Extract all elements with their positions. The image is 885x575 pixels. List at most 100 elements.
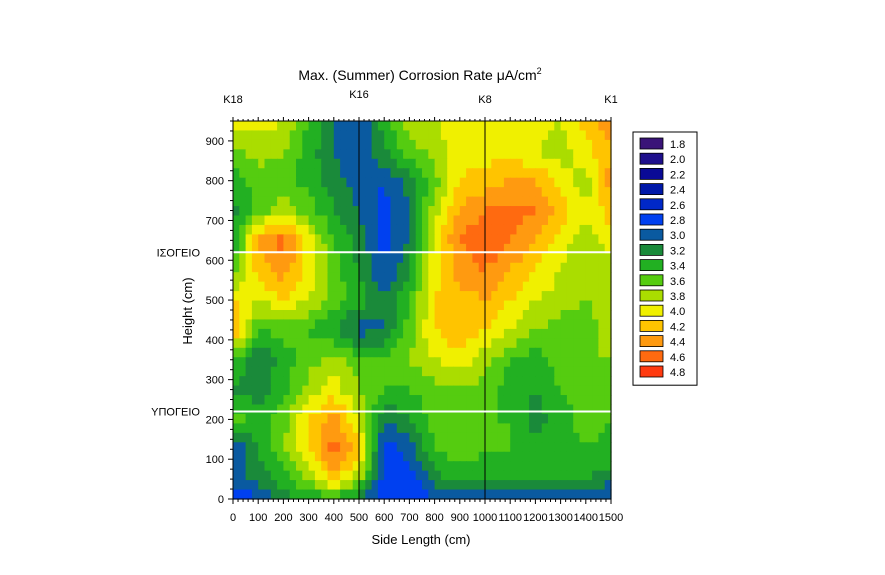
heatmap-cell	[434, 376, 442, 387]
heatmap-cell	[233, 196, 240, 207]
heatmap-cell	[598, 291, 606, 302]
heatmap-cell	[560, 253, 568, 264]
heatmap-cell	[453, 357, 461, 368]
heatmap-cell	[302, 121, 310, 132]
heatmap-cell	[289, 215, 297, 226]
y-tick-label: 400	[206, 335, 224, 347]
heatmap-cell	[396, 395, 404, 406]
heatmap-cell	[503, 291, 511, 302]
heatmap-cell	[579, 461, 587, 472]
heatmap-cell	[264, 130, 272, 141]
heatmap-cell	[270, 395, 278, 406]
heatmap-cell	[535, 385, 543, 396]
heatmap-cell	[440, 461, 448, 472]
heatmap-cell	[308, 442, 316, 453]
heatmap-cell	[365, 423, 373, 434]
heatmap-cell	[251, 224, 259, 235]
heatmap-cell	[403, 413, 410, 424]
heatmap-cell	[585, 206, 593, 217]
heatmap-cell	[384, 224, 392, 235]
heatmap-cell	[327, 130, 335, 141]
heatmap-cell	[409, 149, 417, 160]
heatmap-cell	[535, 215, 543, 226]
heatmap-cell	[422, 196, 429, 207]
heatmap-cell	[403, 224, 410, 235]
heatmap-cell	[377, 376, 385, 387]
heatmap-cell	[302, 215, 310, 226]
heatmap-cell	[573, 451, 581, 462]
heatmap-cell	[390, 187, 398, 198]
heatmap-cell	[478, 281, 486, 292]
heatmap-cell	[478, 385, 486, 396]
heatmap-cell	[503, 461, 511, 472]
heatmap-cell	[258, 357, 266, 368]
heatmap-cell	[529, 376, 536, 387]
heatmap-cell	[314, 300, 322, 311]
heatmap-cell	[352, 404, 360, 415]
heatmap-cell	[585, 451, 593, 462]
heatmap-cell	[453, 347, 461, 358]
heatmap-cell	[434, 177, 442, 188]
heatmap-cell	[459, 168, 467, 179]
heatmap-cell	[245, 187, 253, 198]
heatmap-cell	[314, 168, 322, 179]
heatmap-cell	[497, 480, 505, 491]
heatmap-cell	[283, 489, 291, 500]
heatmap-cell	[478, 489, 486, 500]
heatmap-cell	[327, 121, 335, 132]
heatmap-cell	[371, 489, 379, 500]
heatmap-cell	[390, 281, 398, 292]
heatmap-cell	[333, 366, 341, 377]
heatmap-cell	[466, 404, 473, 415]
x-tick-label: 0	[230, 512, 236, 524]
heatmap-cell	[233, 177, 240, 188]
heatmap-cell	[289, 442, 297, 453]
heatmap-cell	[371, 480, 379, 491]
heatmap-cell	[264, 206, 272, 217]
heatmap-cell	[566, 319, 574, 330]
heatmap-cell	[466, 243, 473, 254]
heatmap-cell	[396, 149, 404, 160]
heatmap-cell	[327, 376, 335, 387]
heatmap-cell	[277, 168, 284, 179]
heatmap-cell	[308, 215, 316, 226]
heatmap-cell	[239, 489, 247, 500]
heatmap-cell	[548, 168, 555, 179]
heatmap-cell	[440, 187, 448, 198]
heatmap-cell	[478, 376, 486, 387]
heatmap-cell	[270, 149, 278, 160]
heatmap-cell	[529, 480, 536, 491]
heatmap-cell	[359, 196, 366, 207]
heatmap-cell	[485, 243, 492, 254]
heatmap-cell	[510, 196, 518, 207]
heatmap-cell	[592, 291, 599, 302]
heatmap-cell	[466, 432, 473, 443]
heatmap-cell	[604, 328, 612, 339]
heatmap-cell	[422, 139, 429, 150]
heatmap-cell	[478, 168, 486, 179]
heatmap-cell	[352, 395, 360, 406]
heatmap-cell	[566, 206, 574, 217]
heatmap-cell	[308, 206, 316, 217]
heatmap-cell	[598, 121, 606, 132]
heatmap-cell	[264, 338, 272, 349]
heatmap-cell	[346, 291, 354, 302]
heatmap-cell	[258, 347, 266, 358]
heatmap-cell	[415, 215, 423, 226]
heatmap-cell	[472, 423, 480, 434]
heatmap-cell	[554, 451, 562, 462]
heatmap-cell	[485, 158, 492, 169]
heatmap-cell	[510, 480, 518, 491]
legend-swatch	[639, 198, 664, 211]
heatmap-cell	[440, 319, 448, 330]
heatmap-cell	[604, 215, 612, 226]
heatmap-cell	[377, 385, 385, 396]
heatmap-cell	[434, 395, 442, 406]
heatmap-cell	[289, 253, 297, 264]
x-tick-label: 400	[325, 512, 343, 524]
heatmap-cell	[233, 385, 240, 396]
heatmap-cell	[283, 470, 291, 481]
heatmap-cell	[466, 206, 473, 217]
heatmap-cell	[516, 404, 524, 415]
heatmap-cell	[371, 442, 379, 453]
